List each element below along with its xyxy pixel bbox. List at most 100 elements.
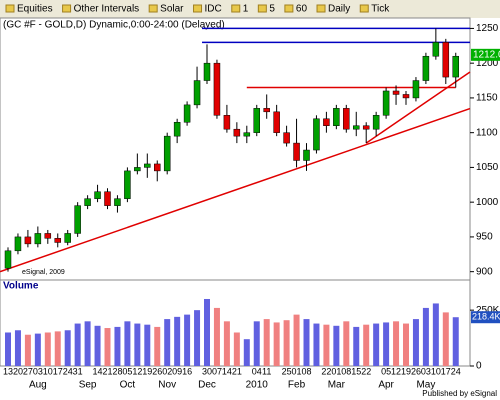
toolbar-item[interactable]: 60 xyxy=(296,4,308,15)
candle-body xyxy=(293,142,300,161)
x-tick-label: 10 xyxy=(43,366,53,376)
candle-body xyxy=(313,118,320,151)
candle-body xyxy=(343,108,350,130)
volume-bar xyxy=(54,331,61,366)
candle-body xyxy=(183,104,191,123)
volume-bar xyxy=(84,321,91,366)
x-tick-label: 30 xyxy=(202,366,212,376)
toolbar-item[interactable]: 1 xyxy=(243,4,249,15)
x-tick-label: 28 xyxy=(112,366,122,376)
x-tick-label: 12 xyxy=(391,366,401,376)
volume-bar xyxy=(44,332,51,366)
x-tick-label: 05 xyxy=(381,366,391,376)
volume-bar xyxy=(253,321,260,366)
candle-body xyxy=(353,125,360,130)
x-tick-label: 19 xyxy=(401,366,411,376)
volume-bar xyxy=(74,323,81,366)
candle-body xyxy=(114,198,121,206)
volume-bar xyxy=(174,316,181,366)
x-tick-label: 22 xyxy=(361,366,371,376)
x-tick-label: 25 xyxy=(282,366,292,376)
x-tick-label: 22 xyxy=(321,366,331,376)
candle-body xyxy=(243,132,251,137)
toolbar-item[interactable]: Tick xyxy=(371,4,390,15)
candle-body xyxy=(14,236,22,252)
volume-tick-label: 0 xyxy=(476,361,482,372)
volume-bar xyxy=(452,317,459,366)
x-tick-label: 14 xyxy=(93,366,103,376)
x-tick-label: 26 xyxy=(411,366,421,376)
volume-bar xyxy=(333,325,340,366)
x-tick-label: 03 xyxy=(421,366,431,376)
candle-body xyxy=(54,238,61,243)
price-panel xyxy=(0,17,471,281)
month-label: Mar xyxy=(328,380,346,391)
candle-body xyxy=(382,90,390,116)
y-tick-label: 900 xyxy=(476,266,493,277)
x-tick-label: 02 xyxy=(162,366,172,376)
x-tick-label: 12 xyxy=(132,366,142,376)
x-tick-label: 16 xyxy=(182,366,192,376)
volume-bar xyxy=(164,319,171,366)
volume-bar xyxy=(303,319,310,366)
toolbar-item[interactable]: Solar xyxy=(160,4,184,15)
candle-body xyxy=(442,42,450,78)
volume-bar xyxy=(263,319,270,366)
x-tick-label: 08 xyxy=(301,366,311,376)
volume-bar xyxy=(184,314,191,366)
footer: Published by eSignal xyxy=(422,389,497,398)
candle-body xyxy=(392,90,400,95)
x-tick-label: 26 xyxy=(152,366,162,376)
volume-bar xyxy=(124,321,131,366)
toolbar-item[interactable]: Equities xyxy=(17,4,53,15)
volume-bar xyxy=(144,324,151,366)
volume-bar xyxy=(373,323,380,366)
month-label: Sep xyxy=(79,380,97,391)
candle-body xyxy=(233,128,241,137)
x-tick-label: 21 xyxy=(102,366,112,376)
x-tick-label: 21 xyxy=(232,366,242,376)
candle-body xyxy=(263,108,270,113)
volume-bar xyxy=(243,339,250,366)
toolbar-item[interactable]: 5 xyxy=(269,4,275,15)
candle-body xyxy=(74,205,81,234)
volume-bar xyxy=(293,314,300,366)
candle-body xyxy=(223,115,231,130)
candle-body xyxy=(44,233,52,239)
x-tick-label: 01 xyxy=(331,366,341,376)
candle-body xyxy=(432,42,440,57)
chart-title: (GC #F - GOLD,D) Dynamic,0:00-24:00 (Del… xyxy=(3,20,225,31)
candle-body xyxy=(104,191,111,206)
month-label: 2010 xyxy=(246,380,269,391)
volume-bar xyxy=(442,312,449,366)
x-tick-label: 13 xyxy=(3,366,13,376)
month-label: Aug xyxy=(29,380,47,391)
candle-body xyxy=(362,125,370,130)
volume-bar xyxy=(154,326,161,366)
volume-bar xyxy=(432,303,439,366)
candle-body xyxy=(163,135,171,172)
candle-body xyxy=(422,55,430,81)
x-tick-label: 07 xyxy=(212,366,222,376)
candle-body xyxy=(203,62,211,81)
x-tick-label: 15 xyxy=(351,366,361,376)
toolbar-item[interactable]: IDC xyxy=(205,4,222,15)
x-tick-label: 01 xyxy=(292,366,302,376)
toolbar-icon xyxy=(148,4,158,13)
toolbar-icon xyxy=(359,4,369,13)
month-label: Nov xyxy=(158,380,176,391)
toolbar-item[interactable]: Other Intervals xyxy=(74,4,140,15)
volume-bar xyxy=(64,330,71,366)
y-tick-label: 950 xyxy=(476,232,493,243)
x-tick-label: 10 xyxy=(431,366,441,376)
x-tick-label: 14 xyxy=(222,366,232,376)
y-tick-label: 1050 xyxy=(476,162,499,173)
candle-body xyxy=(213,62,221,116)
toolbar-item[interactable]: Daily xyxy=(328,4,350,15)
toolbar-icon xyxy=(62,4,72,13)
month-label: Apr xyxy=(378,380,394,391)
toolbar-icon xyxy=(193,4,203,13)
y-tick-label: 1250 xyxy=(476,23,499,34)
volume-bar xyxy=(24,334,31,366)
watermark: eSignal, 2009 xyxy=(22,269,65,276)
